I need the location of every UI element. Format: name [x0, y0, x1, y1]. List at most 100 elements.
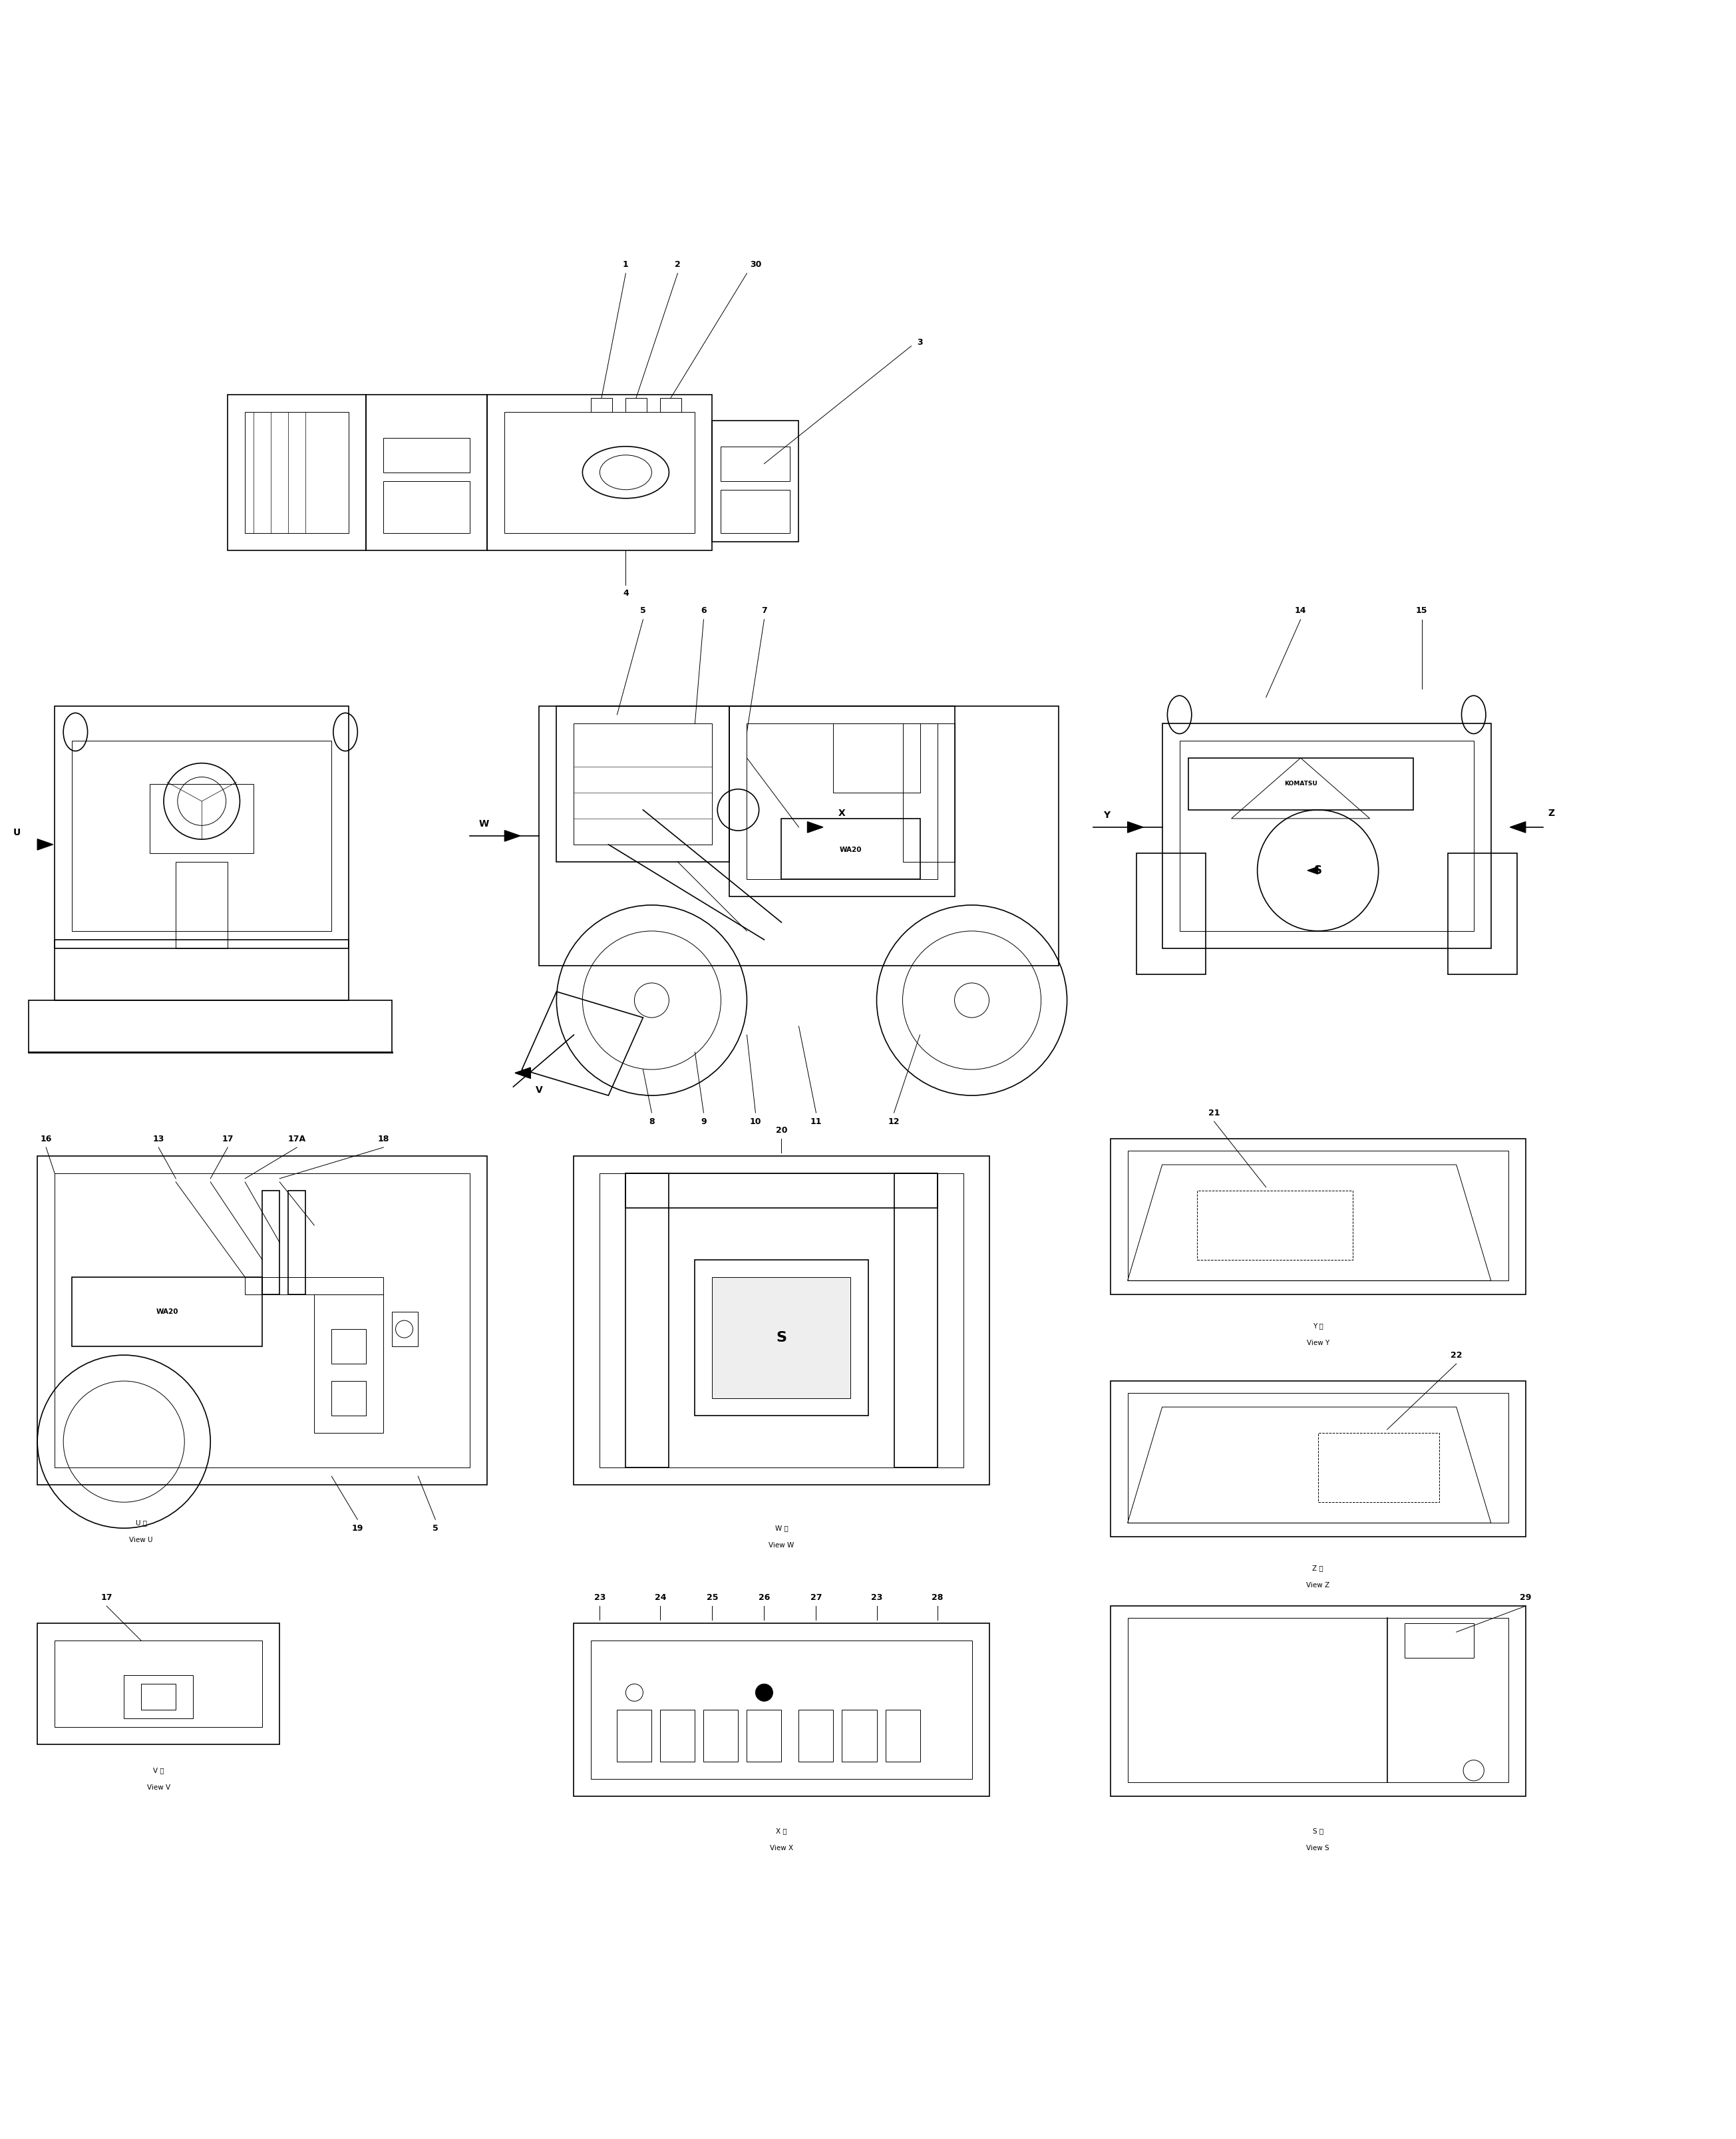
Text: 19: 19	[352, 1523, 363, 1532]
Text: 24: 24	[654, 1594, 667, 1602]
Text: 10: 10	[750, 1117, 762, 1125]
Bar	[540, 706, 1059, 965]
Bar	[842, 1709, 877, 1763]
Bar	[366, 394, 488, 550]
Bar	[488, 394, 712, 550]
Polygon shape	[1128, 821, 1142, 832]
Text: Z: Z	[1549, 809, 1555, 817]
Text: 30: 30	[750, 261, 762, 270]
Bar	[56, 1174, 470, 1467]
Bar	[56, 939, 349, 1001]
Bar	[720, 490, 790, 533]
Bar	[1179, 740, 1474, 930]
Text: 8: 8	[649, 1117, 654, 1125]
Polygon shape	[516, 1067, 531, 1078]
Text: S: S	[776, 1330, 786, 1345]
Text: Y: Y	[1104, 811, 1109, 819]
Bar	[123, 1675, 193, 1718]
Bar	[712, 1277, 851, 1399]
Text: X: X	[838, 809, 845, 817]
Bar	[332, 1328, 366, 1365]
Text: 29: 29	[1519, 1594, 1531, 1602]
Bar	[1196, 1191, 1352, 1260]
Text: Z 視: Z 視	[1312, 1564, 1323, 1572]
Text: Y 視: Y 視	[1312, 1322, 1323, 1328]
Text: 22: 22	[1451, 1350, 1462, 1360]
Text: U 視: U 視	[135, 1519, 148, 1527]
Bar	[38, 1624, 279, 1745]
Bar	[141, 1683, 175, 1709]
Bar	[781, 819, 920, 879]
Bar	[392, 1311, 418, 1345]
Bar	[149, 783, 253, 853]
Text: S: S	[1314, 864, 1321, 877]
Text: 2: 2	[675, 261, 681, 270]
Bar	[660, 1709, 694, 1763]
Text: V: V	[536, 1087, 543, 1095]
Circle shape	[755, 1683, 773, 1701]
Text: WA20: WA20	[840, 847, 861, 853]
Bar	[625, 398, 646, 413]
Bar	[1128, 1392, 1509, 1523]
Text: 23: 23	[871, 1594, 882, 1602]
Text: 14: 14	[1295, 607, 1307, 616]
Bar	[245, 1277, 384, 1294]
Text: 11: 11	[811, 1117, 821, 1125]
Bar	[1161, 723, 1491, 948]
Bar	[1111, 1606, 1526, 1797]
Bar	[245, 413, 349, 533]
Bar	[1111, 1138, 1526, 1294]
Bar	[505, 413, 694, 533]
Text: 17A: 17A	[288, 1134, 306, 1142]
Bar	[38, 1155, 488, 1484]
Bar	[175, 862, 227, 948]
Text: 4: 4	[623, 588, 628, 599]
Bar	[262, 1191, 279, 1294]
Text: WA20: WA20	[156, 1309, 179, 1315]
Text: 5: 5	[641, 607, 646, 616]
Bar	[1128, 1151, 1509, 1281]
Bar	[746, 723, 937, 879]
Text: 5: 5	[432, 1523, 437, 1532]
Text: 23: 23	[594, 1594, 606, 1602]
Bar	[660, 398, 681, 413]
Text: W 視: W 視	[774, 1525, 788, 1532]
Bar	[1448, 853, 1517, 973]
Text: View U: View U	[130, 1538, 153, 1544]
Bar	[599, 1174, 963, 1467]
Text: 7: 7	[762, 607, 767, 616]
Bar	[575, 723, 712, 845]
Bar	[833, 723, 920, 794]
Bar	[894, 1174, 937, 1467]
Text: U: U	[12, 828, 21, 836]
Bar	[712, 421, 799, 541]
Bar	[1137, 853, 1205, 973]
Bar	[384, 481, 470, 533]
Text: 28: 28	[932, 1594, 943, 1602]
Bar	[720, 447, 790, 481]
Text: 18: 18	[378, 1134, 389, 1142]
Polygon shape	[1307, 866, 1318, 875]
Polygon shape	[38, 838, 54, 849]
Bar	[71, 740, 332, 930]
Bar	[227, 394, 366, 550]
Text: S 視: S 視	[1312, 1827, 1323, 1835]
Bar	[885, 1709, 920, 1763]
Text: 13: 13	[153, 1134, 165, 1142]
Bar	[625, 1174, 937, 1209]
Text: 17: 17	[222, 1134, 234, 1142]
Bar	[1404, 1624, 1474, 1658]
Text: 25: 25	[707, 1594, 719, 1602]
Bar	[694, 1260, 868, 1416]
Bar	[71, 1277, 262, 1345]
Bar	[288, 1191, 306, 1294]
Polygon shape	[807, 821, 823, 832]
Bar	[592, 398, 611, 413]
Text: X 視: X 視	[776, 1827, 786, 1835]
Bar	[592, 1641, 972, 1780]
Text: 12: 12	[889, 1117, 899, 1125]
Bar	[1318, 1433, 1439, 1502]
Text: View Z: View Z	[1305, 1583, 1330, 1589]
Text: View V: View V	[148, 1784, 170, 1790]
Bar	[1187, 757, 1413, 811]
